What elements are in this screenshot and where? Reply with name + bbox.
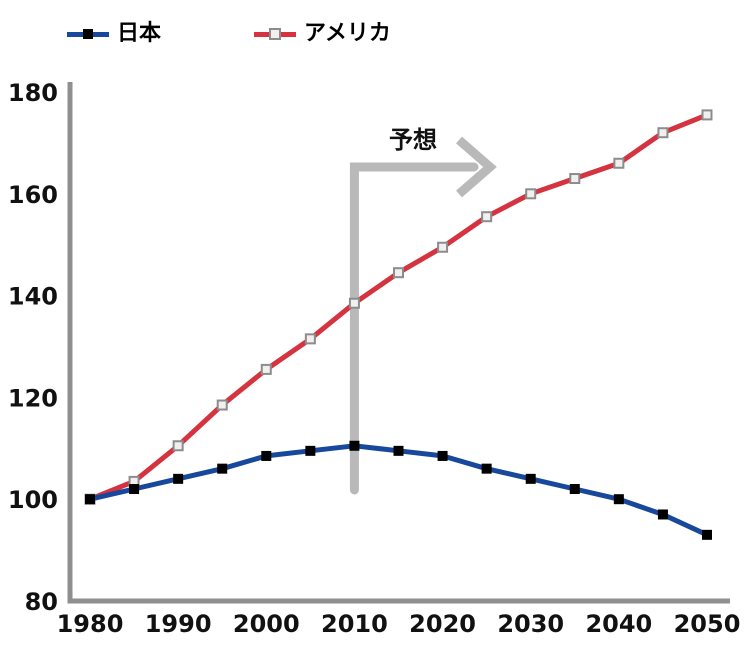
legend-label-america: アメリカ	[304, 21, 391, 46]
data-point-marker-アメリカ	[172, 440, 184, 452]
data-point-marker-日本	[657, 509, 668, 520]
data-point-marker-日本	[702, 529, 712, 540]
data-point-marker-日本	[217, 463, 228, 474]
data-point-marker-日本	[613, 494, 624, 505]
y-tick-label: 180	[8, 79, 58, 107]
legend-label-japan: 日本	[117, 21, 162, 46]
forecast-arrowhead-icon	[456, 136, 497, 198]
x-tick-label: 1990	[145, 610, 212, 638]
data-point-marker-アメリカ	[437, 241, 449, 253]
axis-lines	[67, 82, 730, 604]
x-axis-tick-labels: 1980 1990 2000 2010 2020 2030 2040 2050	[57, 610, 741, 638]
data-point-marker-日本	[349, 440, 360, 451]
legend-item-america: アメリカ	[254, 23, 391, 45]
legend-marker-japan-icon	[83, 29, 93, 39]
data-point-marker-アメリカ	[393, 267, 404, 279]
data-point-marker-アメリカ	[481, 211, 493, 223]
x-tick-label: 2040	[585, 610, 652, 638]
data-point-marker-日本	[569, 484, 580, 495]
data-point-marker-アメリカ	[525, 188, 537, 200]
series-line-日本	[87, 443, 710, 538]
forecast-label: 予想	[389, 126, 437, 154]
forecast-boundary-line	[349, 162, 479, 495]
data-point-marker-日本	[437, 450, 448, 461]
data-point-marker-アメリカ	[701, 109, 713, 121]
legend-marker-america-icon	[269, 28, 282, 40]
y-tick-label: 120	[8, 384, 58, 412]
data-point-marker-日本	[525, 473, 536, 484]
data-point-marker-アメリカ	[569, 173, 581, 185]
forecast-annotation: 予想	[349, 126, 497, 495]
data-point-marker-アメリカ	[613, 157, 625, 169]
y-tick-label: 140	[8, 283, 58, 311]
chart-legend: 日本 アメリカ	[67, 23, 391, 45]
data-point-marker-日本	[85, 494, 95, 505]
data-point-marker-アメリカ	[304, 333, 316, 345]
y-tick-label: 80	[25, 588, 58, 616]
data-point-marker-日本	[481, 463, 492, 474]
data-point-marker-日本	[173, 473, 184, 484]
x-tick-label: 2010	[321, 610, 388, 638]
x-tick-label: 2050	[674, 610, 741, 638]
legend-swatch-america-icon	[254, 27, 297, 41]
x-tick-label: 2030	[497, 610, 564, 638]
y-tick-label: 100	[8, 486, 58, 514]
x-tick-label: 2020	[409, 610, 476, 638]
data-point-marker-日本	[305, 445, 316, 456]
data-point-marker-日本	[129, 484, 140, 495]
x-tick-label: 2000	[233, 610, 300, 638]
x-tick-label: 1980	[57, 610, 124, 638]
data-point-marker-アメリカ	[216, 399, 228, 411]
series-layer	[84, 109, 713, 540]
y-tick-label: 160	[8, 181, 58, 209]
legend-item-japan: 日本	[67, 23, 161, 45]
data-point-marker-日本	[261, 450, 272, 461]
y-axis-tick-labels: 180 160 140 120 100 80	[8, 79, 58, 616]
data-point-marker-アメリカ	[260, 363, 272, 375]
data-point-marker-アメリカ	[657, 127, 669, 139]
legend-swatch-japan-icon	[67, 27, 109, 41]
data-point-marker-アメリカ	[348, 297, 360, 309]
data-point-marker-日本	[393, 445, 404, 456]
